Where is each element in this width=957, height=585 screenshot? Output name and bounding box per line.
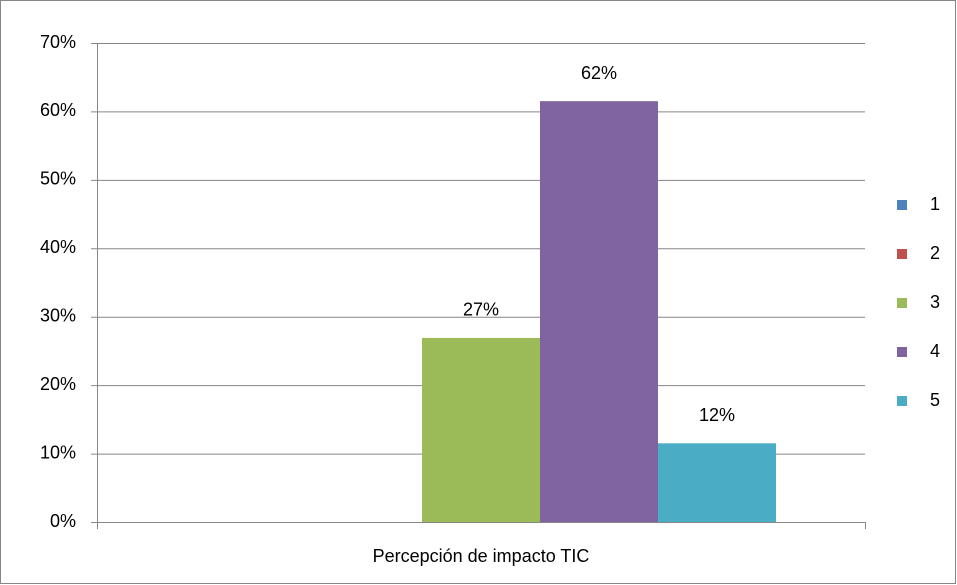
y-tick-label: 20% <box>40 374 76 394</box>
y-tick-label: 70% <box>40 32 76 52</box>
legend-swatch <box>897 298 907 308</box>
legend-label: 5 <box>930 390 940 410</box>
data-label: 27% <box>463 300 499 320</box>
bar <box>658 443 776 522</box>
data-label: 62% <box>581 63 617 83</box>
legend-label: 2 <box>930 243 940 263</box>
y-tick-label: 0% <box>50 511 76 531</box>
y-tick-label: 60% <box>40 100 76 120</box>
y-tick-label: 40% <box>40 237 76 257</box>
legend-swatch <box>897 396 907 406</box>
bar <box>540 101 658 523</box>
legend-label: 4 <box>930 341 940 361</box>
legend-swatch <box>897 200 907 210</box>
y-tick-label: 10% <box>40 442 76 462</box>
bar <box>422 337 540 522</box>
legend-swatch <box>897 249 907 259</box>
data-label: 12% <box>699 405 735 425</box>
legend-label: 1 <box>930 194 940 214</box>
y-tick-label: 50% <box>40 169 76 189</box>
legend-label: 3 <box>930 292 940 312</box>
x-tick-label: Percepción de impacto TIC <box>373 546 590 566</box>
y-tick-label: 30% <box>40 305 76 325</box>
legend-swatch <box>897 347 907 357</box>
